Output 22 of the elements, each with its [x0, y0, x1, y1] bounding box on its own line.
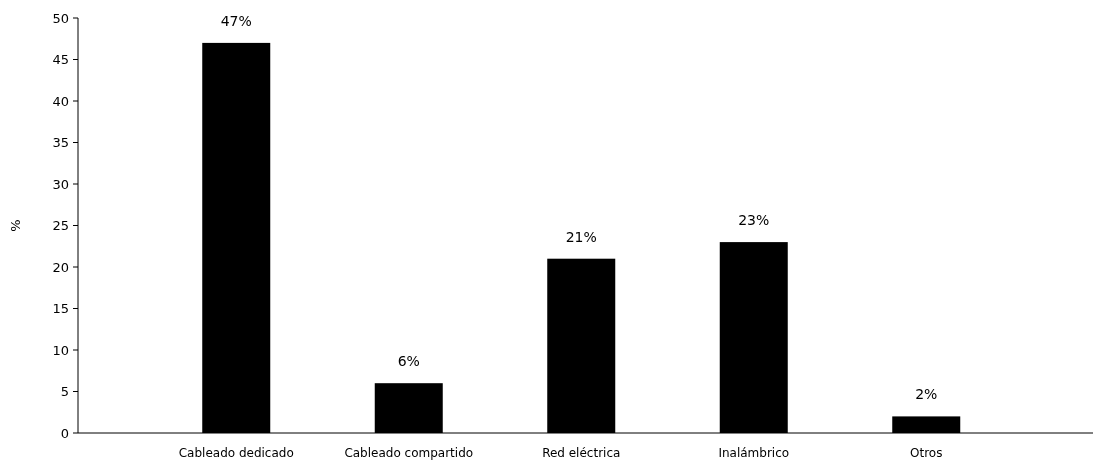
y-tick-label: 50: [52, 10, 69, 26]
y-tick-label: 40: [52, 93, 69, 109]
y-tick-label: 0: [60, 425, 69, 441]
y-axis-title: %: [8, 219, 23, 232]
y-tick-label: 25: [52, 218, 69, 234]
x-tick-label: Cableado dedicado: [178, 446, 294, 460]
y-tick-label: 10: [52, 342, 69, 358]
y-tick-label: 45: [52, 52, 69, 68]
data-label: 21%: [565, 228, 597, 245]
x-tick-label: Cableado compartido: [344, 446, 474, 460]
data-label: 6%: [397, 353, 420, 370]
data-label: 23%: [738, 212, 770, 229]
y-tick-label: 20: [52, 259, 69, 275]
x-tick-label: Red eléctrica: [542, 446, 621, 460]
y-tick-label: 5: [60, 384, 69, 400]
data-label: 47%: [220, 12, 252, 29]
data-label: 2%: [915, 386, 938, 403]
y-tick-label: 35: [52, 135, 69, 151]
y-tick-label: 15: [52, 301, 69, 317]
x-tick-label: Otros: [910, 446, 943, 460]
y-tick-label: 30: [52, 176, 69, 192]
x-tick-label: Inalámbrico: [718, 446, 790, 460]
